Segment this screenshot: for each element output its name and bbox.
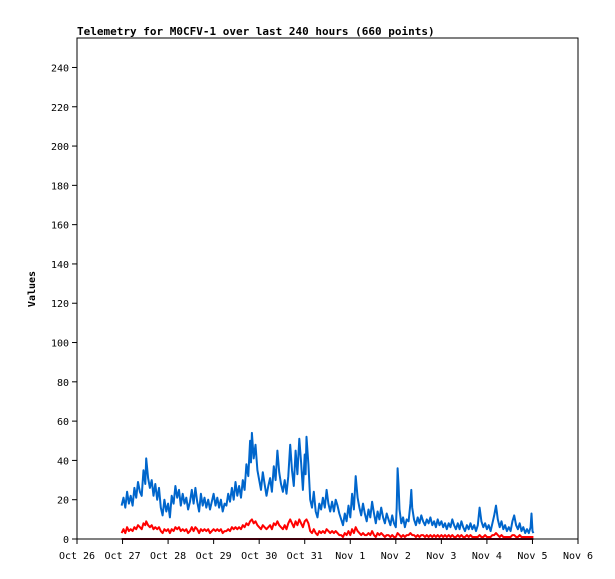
y-axis: 0 20 40 60 80 100 120 140 160 180 200 220 240 xyxy=(51,63,77,546)
y-tick-label: 40 xyxy=(57,456,69,467)
y-tick-label: 160 xyxy=(51,221,69,232)
x-tick-label: Oct 30 xyxy=(241,551,277,562)
series-line-2 xyxy=(120,518,534,538)
y-tick-label: 120 xyxy=(51,299,69,310)
x-tick-label: Oct 29 xyxy=(196,551,232,562)
y-tick-label: 140 xyxy=(51,260,69,271)
y-tick-label: 20 xyxy=(57,496,69,507)
x-tick-label: Nov 6 xyxy=(563,551,593,562)
y-tick-label: 200 xyxy=(51,142,69,153)
y-tick-label: 180 xyxy=(51,181,69,192)
y-tick-label: 0 xyxy=(63,535,69,546)
x-tick-label: Oct 31 xyxy=(287,551,323,562)
y-axis-label: Values xyxy=(27,271,38,307)
y-tick-label: 80 xyxy=(57,378,69,389)
chart-title: Telemetry for M0CFV-1 over last 240 hour… xyxy=(77,25,435,38)
x-tick-label: Oct 27 xyxy=(104,551,140,562)
y-tick-label: 220 xyxy=(51,103,69,114)
x-tick-label: Nov 1 xyxy=(335,551,365,562)
y-tick-label: 240 xyxy=(51,63,69,74)
x-tick-label: Nov 4 xyxy=(472,551,502,562)
x-tick-label: Nov 3 xyxy=(426,551,456,562)
plot-frame xyxy=(76,37,579,540)
x-axis: Oct 26 Oct 27 Oct 28 Oct 29 Oct 30 Oct 31 Nov … xyxy=(59,539,593,562)
x-tick-label: Nov 5 xyxy=(517,551,547,562)
y-tick-label: 100 xyxy=(51,339,69,350)
x-tick-label: Nov 2 xyxy=(381,551,411,562)
x-tick-label: Oct 26 xyxy=(59,551,95,562)
y-tick-label: 60 xyxy=(57,417,69,428)
x-tick-label: Oct 28 xyxy=(150,551,186,562)
series-line-1 xyxy=(120,431,535,535)
